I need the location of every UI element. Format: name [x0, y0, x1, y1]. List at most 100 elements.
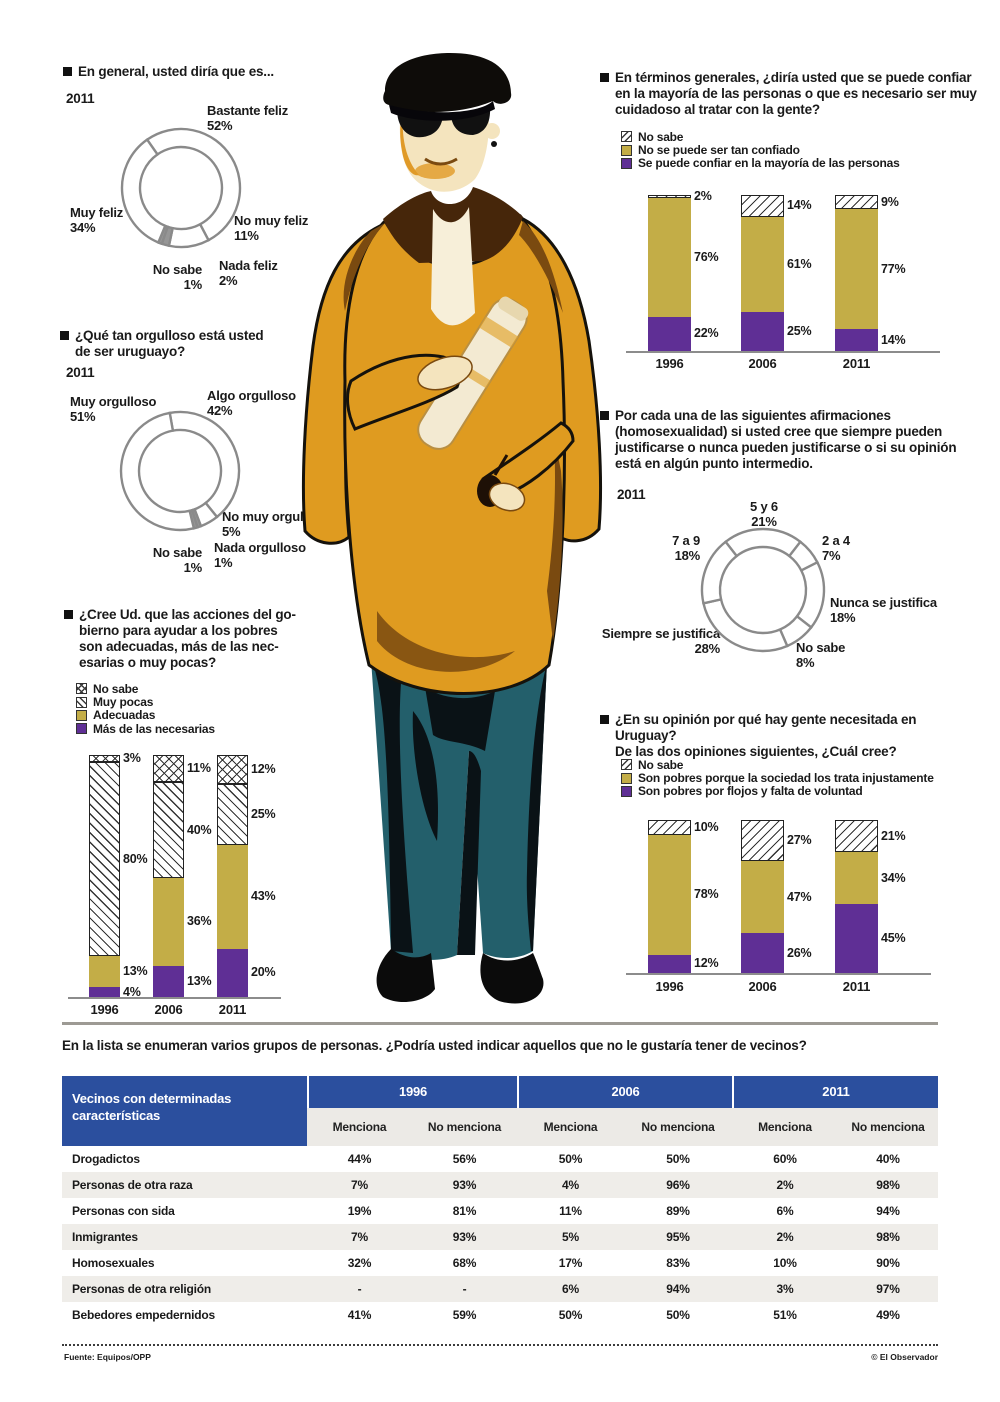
- table-subheader: Menciona: [307, 1108, 412, 1146]
- table-cell: 3%: [776, 1282, 794, 1296]
- table-cell: 98%: [876, 1178, 900, 1192]
- bar-segment: [648, 835, 691, 955]
- x-axis-line: [626, 351, 940, 353]
- bar-segment: [741, 216, 784, 312]
- bar-value-label: 12%: [251, 762, 276, 777]
- legend-label: Se puede confiar en la mayoría de las pe…: [638, 156, 900, 171]
- bar-segment: [89, 755, 120, 763]
- table-row: Homosexuales 32% 68% 17% 83% 10% 90%: [62, 1250, 938, 1276]
- x-axis-line: [626, 973, 931, 975]
- bar-value-label: 78%: [694, 887, 719, 902]
- table-cell: 44%: [347, 1152, 372, 1166]
- bar-segment: [153, 781, 184, 879]
- donut-callout: Muy feliz 34%: [70, 205, 124, 235]
- table-row-label: Personas de otra religión: [72, 1282, 212, 1296]
- legend-label: No sabe: [638, 129, 684, 144]
- table-cell: 60%: [773, 1152, 797, 1166]
- table-corner-header: Vecinos con determinadas características: [62, 1076, 307, 1146]
- neighbors-table: Vecinos con determinadas características…: [62, 1076, 938, 1328]
- bar-value-label: 14%: [881, 332, 906, 347]
- bar-value-label: 61%: [787, 256, 812, 271]
- legend-swatch: [621, 131, 632, 143]
- table-cell: 2%: [776, 1178, 794, 1192]
- square-bullet-icon: [600, 411, 609, 420]
- square-bullet-icon: [60, 331, 69, 340]
- table-cell: 10%: [773, 1256, 797, 1270]
- x-axis-tick-label: 1996: [655, 979, 684, 994]
- bar-value-label: 13%: [187, 973, 212, 988]
- happiness-title-text: En general, usted diría que es...: [78, 64, 274, 79]
- bar-segment: [217, 948, 248, 997]
- bar-segment: [648, 316, 691, 351]
- table-cell: 2%: [776, 1230, 794, 1244]
- table-cell: 6%: [562, 1282, 579, 1296]
- bar-value-label: 34%: [881, 870, 906, 885]
- donut-callout: Nada feliz 2%: [219, 258, 278, 288]
- legend-label: Muy pocas: [93, 695, 154, 710]
- bar-segment: [835, 852, 878, 905]
- bar-value-label: 13%: [123, 964, 148, 979]
- table-year-header: 2006: [517, 1076, 732, 1108]
- legend-item: Adecuadas: [76, 708, 215, 722]
- bar-value-label: 36%: [187, 914, 212, 929]
- donut-callout: No sabe 1%: [152, 262, 202, 292]
- legend-swatch: [621, 144, 632, 156]
- bar-segment: [741, 933, 784, 973]
- trust-chart-title: En términos generales, ¿diría usted que …: [600, 70, 980, 118]
- bar-segment: [648, 198, 691, 317]
- donut-slice: [119, 411, 196, 532]
- table-row: Personas de otra religión - - 6% 94% 3% 97%: [62, 1276, 938, 1302]
- table-subheader: No menciona: [412, 1108, 517, 1146]
- legend-item: No sabe: [76, 682, 215, 696]
- table-header: Vecinos con determinadas características…: [62, 1076, 938, 1146]
- donut-slice: [168, 410, 241, 519]
- bar-segment: [89, 987, 120, 997]
- donut-slice: [145, 127, 242, 242]
- table-subheader: No menciona: [624, 1108, 732, 1146]
- donut-callout: 2 a 4 7%: [822, 533, 850, 563]
- table-row-label: Personas de otra raza: [72, 1178, 193, 1192]
- bar-segment: [835, 209, 878, 330]
- table-cell: 7%: [351, 1178, 368, 1192]
- table-cell: 89%: [666, 1204, 690, 1218]
- happiness-year-label: 2011: [66, 91, 95, 106]
- donut-slice: [795, 560, 826, 630]
- legend-label: No se puede ser tan confiado: [638, 143, 800, 158]
- poverty-chart-title: ¿En su opinión por qué hay gente necesit…: [600, 712, 980, 760]
- table-row-label: Personas con sida: [72, 1204, 175, 1218]
- bar-value-label: 21%: [881, 828, 906, 843]
- bar-value-label: 47%: [787, 889, 812, 904]
- x-axis-tick-label: 2011: [842, 979, 871, 994]
- legend-swatch: [76, 723, 87, 735]
- donut-slice: [700, 540, 739, 605]
- pride-donut-chart: [119, 410, 241, 532]
- table-cell: 68%: [452, 1256, 477, 1270]
- table-row-label: Drogadictos: [72, 1152, 140, 1166]
- table-subheader: No menciona: [838, 1108, 938, 1146]
- bar-segment: [741, 195, 784, 217]
- table-row: Drogadictos 44% 56% 50% 50% 60% 40%: [62, 1146, 938, 1172]
- neighbors-table-title: En la lista se enumeran varios grupos de…: [62, 1038, 807, 1053]
- donut-callout: 5 y 6 21%: [750, 499, 778, 529]
- bar-value-label: 12%: [694, 956, 719, 971]
- bar-value-label: 25%: [787, 324, 812, 338]
- bar-segment: [217, 844, 248, 949]
- table-row: Personas de otra raza 7% 93% 4% 96% 2% 98%: [62, 1172, 938, 1198]
- bar-segment: [153, 755, 184, 782]
- bar-segment: [217, 755, 248, 785]
- donut-slice: [723, 527, 803, 558]
- bar-segment: [835, 820, 878, 853]
- bar-value-label: 80%: [123, 851, 148, 866]
- table-cell: 94%: [666, 1282, 690, 1296]
- x-axis-line: [68, 997, 281, 999]
- bar-segment: [217, 784, 248, 845]
- government-chart-title: ¿Cree Ud. que las acciones del go- biern…: [64, 607, 364, 671]
- donut-callout: Bastante feliz 52%: [207, 103, 289, 133]
- table-cell: 81%: [452, 1204, 477, 1218]
- table-year-header: 2011: [732, 1076, 938, 1108]
- table-cell: 59%: [452, 1308, 477, 1322]
- x-axis-tick-label: 1996: [90, 1002, 119, 1017]
- pride-title-text: ¿Qué tan orgulloso está usted de ser uru…: [75, 328, 264, 359]
- bar-value-label: 9%: [881, 194, 899, 209]
